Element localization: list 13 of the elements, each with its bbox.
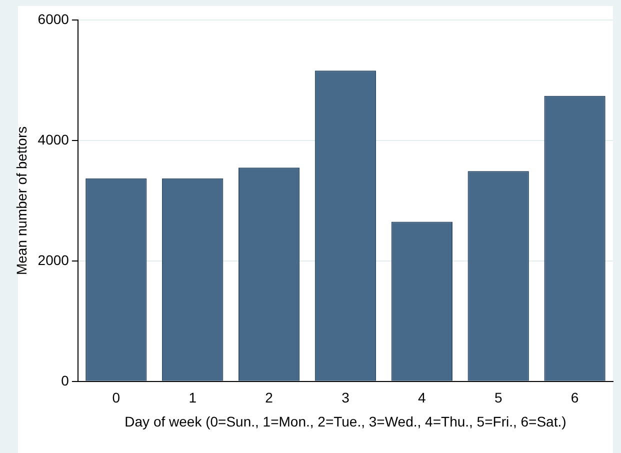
y-tick-label: 2000 (38, 252, 70, 268)
y-tick-label: 0 (61, 372, 70, 388)
x-tick-label: 4 (418, 390, 426, 406)
x-tick-label: 2 (265, 390, 274, 406)
x-tick-label: 6 (570, 390, 579, 406)
y-tick-label: 6000 (38, 10, 70, 27)
x-tick-label: 5 (494, 390, 502, 406)
y-tick-label: 4000 (38, 131, 70, 148)
x-tick-label: 3 (342, 390, 350, 406)
x-tick-label: 0 (112, 390, 120, 406)
x-axis-title: Day of week (0=Sun., 1=Mon., 2=Tue., 3=Wed., 4=Thu., 5=Fri., 6=Sat.) (124, 413, 566, 430)
x-tick-label: 1 (188, 390, 197, 406)
y-axis-title: Mean number of bettors (13, 126, 30, 276)
